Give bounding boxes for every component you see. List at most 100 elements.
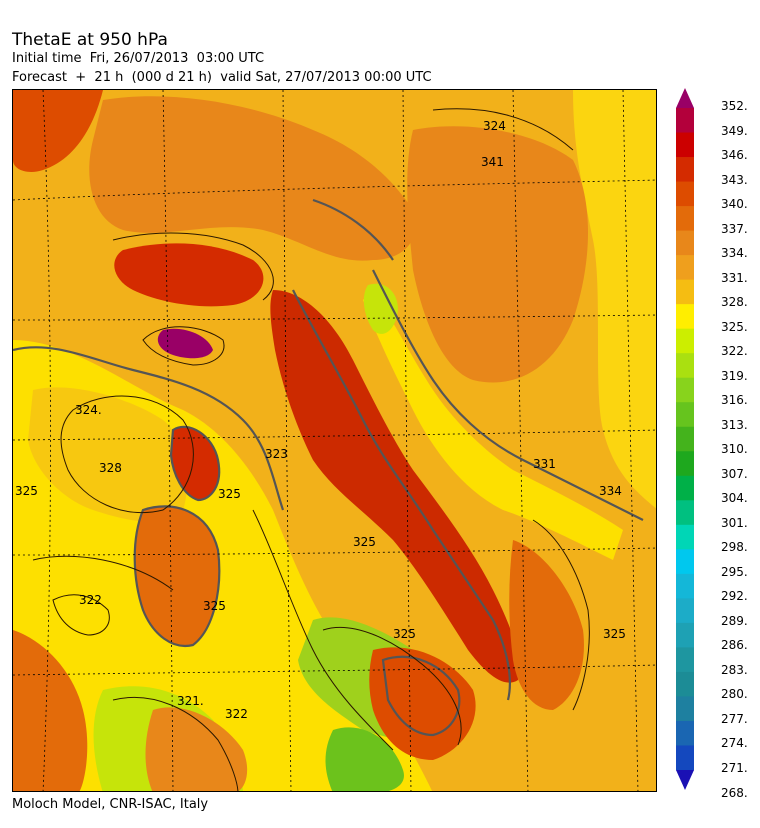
colorbar-label: 340. xyxy=(721,197,748,212)
colorbar-label: 268. xyxy=(721,785,748,800)
sardinia-orange xyxy=(134,506,220,646)
colorbar-cell xyxy=(676,377,694,403)
colorbar-label: 352. xyxy=(721,99,748,113)
colorbar-label: 337. xyxy=(721,221,748,236)
sea-orange-patch xyxy=(28,387,187,522)
colorbar-label: 331. xyxy=(721,270,748,285)
contour-label: 325 xyxy=(218,487,241,501)
green-patch-north xyxy=(363,283,398,334)
initial-time-text: Initial time Fri, 26/07/2013 03:00 UTC xyxy=(12,51,265,66)
colorbar-label: 283. xyxy=(721,662,748,677)
colorbar-cell xyxy=(676,255,694,281)
contour-label: 325 xyxy=(353,535,376,549)
colorbar-cell xyxy=(676,451,694,477)
forecast-valid-text: Forecast + 21 h (000 d 21 h) valid Sat, … xyxy=(12,70,432,85)
colorbar-cell xyxy=(676,328,694,354)
contour-label: 325 xyxy=(15,484,38,498)
colorbar-label: 280. xyxy=(721,687,748,702)
contour-label: 324 xyxy=(483,119,506,133)
colorbar-cell xyxy=(676,573,694,599)
coastlines xyxy=(13,198,644,737)
colorbar-top-arrow xyxy=(676,88,694,108)
green-area-deep xyxy=(325,727,404,791)
colorbar-label: 313. xyxy=(721,417,748,432)
colorbar-cell xyxy=(676,720,694,746)
colorbar-label: 298. xyxy=(721,540,748,555)
contour-label: 325 xyxy=(603,627,626,641)
colorbar-label: 316. xyxy=(721,393,748,408)
colorbar-cell xyxy=(676,304,694,330)
alps-orange xyxy=(89,96,416,261)
colorbar-label: 274. xyxy=(721,736,748,751)
colorbar-cell xyxy=(676,426,694,452)
contour-label: 321. xyxy=(177,694,204,708)
contour-label: 334 xyxy=(599,484,622,498)
contour-label: 325 xyxy=(393,627,416,641)
colorbar-cell xyxy=(676,500,694,526)
corsica-red xyxy=(171,426,220,500)
colorbar-cell xyxy=(676,279,694,305)
colorbar-cell xyxy=(676,647,694,673)
colorbar-cell xyxy=(676,549,694,575)
colorbar-label: 328. xyxy=(721,295,748,310)
northwest-red-patch xyxy=(13,90,103,172)
east-yellow-region xyxy=(573,90,656,509)
po-valley-red xyxy=(114,243,264,307)
colorbar-label: 277. xyxy=(721,711,748,726)
colorbar-cell xyxy=(676,206,694,232)
east-orange-region xyxy=(407,126,588,383)
africa-orange xyxy=(145,707,248,791)
sicily-red xyxy=(369,647,476,760)
contour-lines xyxy=(32,108,590,791)
colorbar-cell xyxy=(676,402,694,428)
colorbar-label: 343. xyxy=(721,172,748,187)
colorbar-cell xyxy=(676,598,694,624)
colorbar-label: 334. xyxy=(721,246,748,261)
colorbar-cell xyxy=(676,671,694,697)
colorbar-label: 286. xyxy=(721,638,748,653)
colorbar-cell xyxy=(676,230,694,256)
contour-label: 325 xyxy=(203,599,226,613)
colorbar-label: 295. xyxy=(721,564,748,579)
contour-label: 331 xyxy=(533,457,556,471)
colorbar-cell xyxy=(676,157,694,183)
colorbar-cell xyxy=(676,475,694,501)
contour-label-group: 324. 328 325 323 325 325 325 322 321. 32… xyxy=(15,119,626,721)
colorbar-label: 307. xyxy=(721,466,748,481)
colorbar-cell xyxy=(676,745,694,771)
colorbar-label: 292. xyxy=(721,589,748,604)
colorbar-label: 319. xyxy=(721,368,748,383)
italy-peninsula-red xyxy=(270,290,520,683)
colorbar-cell xyxy=(676,696,694,722)
colorbar-label: 289. xyxy=(721,613,748,628)
graticule xyxy=(13,90,656,791)
maximum-purple-patch xyxy=(157,328,213,359)
colorbar-cell xyxy=(676,524,694,550)
contour-label: 322 xyxy=(79,593,102,607)
southwest-orange xyxy=(13,630,88,791)
colorbar-label: 349. xyxy=(721,123,748,138)
colorbar-bottom-arrow xyxy=(676,770,694,790)
colorbar-label: 301. xyxy=(721,515,748,530)
colorbar-label: 271. xyxy=(721,761,748,775)
contour-label: 322 xyxy=(225,707,248,721)
colorbar-cell xyxy=(676,353,694,379)
colorbar xyxy=(676,88,694,790)
contour-label: 324. xyxy=(75,403,102,417)
colorbar-cells xyxy=(676,108,694,771)
colorbar-label: 310. xyxy=(721,442,748,457)
thetae-map-panel: 324. 328 325 323 325 325 325 322 321. 32… xyxy=(12,89,657,792)
colorbar-label: 322. xyxy=(721,344,748,359)
contour-label: 341 xyxy=(481,155,504,169)
contour-label: 323 xyxy=(265,447,288,461)
colorbar-label: 304. xyxy=(721,491,748,506)
colorbar-cell xyxy=(676,622,694,648)
colorbar-cell xyxy=(676,181,694,207)
thetae-field-svg: 324. 328 325 323 325 325 325 322 321. 32… xyxy=(13,90,656,791)
contour-label: 328 xyxy=(99,461,122,475)
colorbar-cell xyxy=(676,132,694,158)
model-credit: Moloch Model, CNR-ISAC, Italy xyxy=(12,797,209,812)
colorbar-label: 346. xyxy=(721,148,748,163)
colorbar-label: 325. xyxy=(721,319,748,334)
colorbar-cell xyxy=(676,108,694,134)
